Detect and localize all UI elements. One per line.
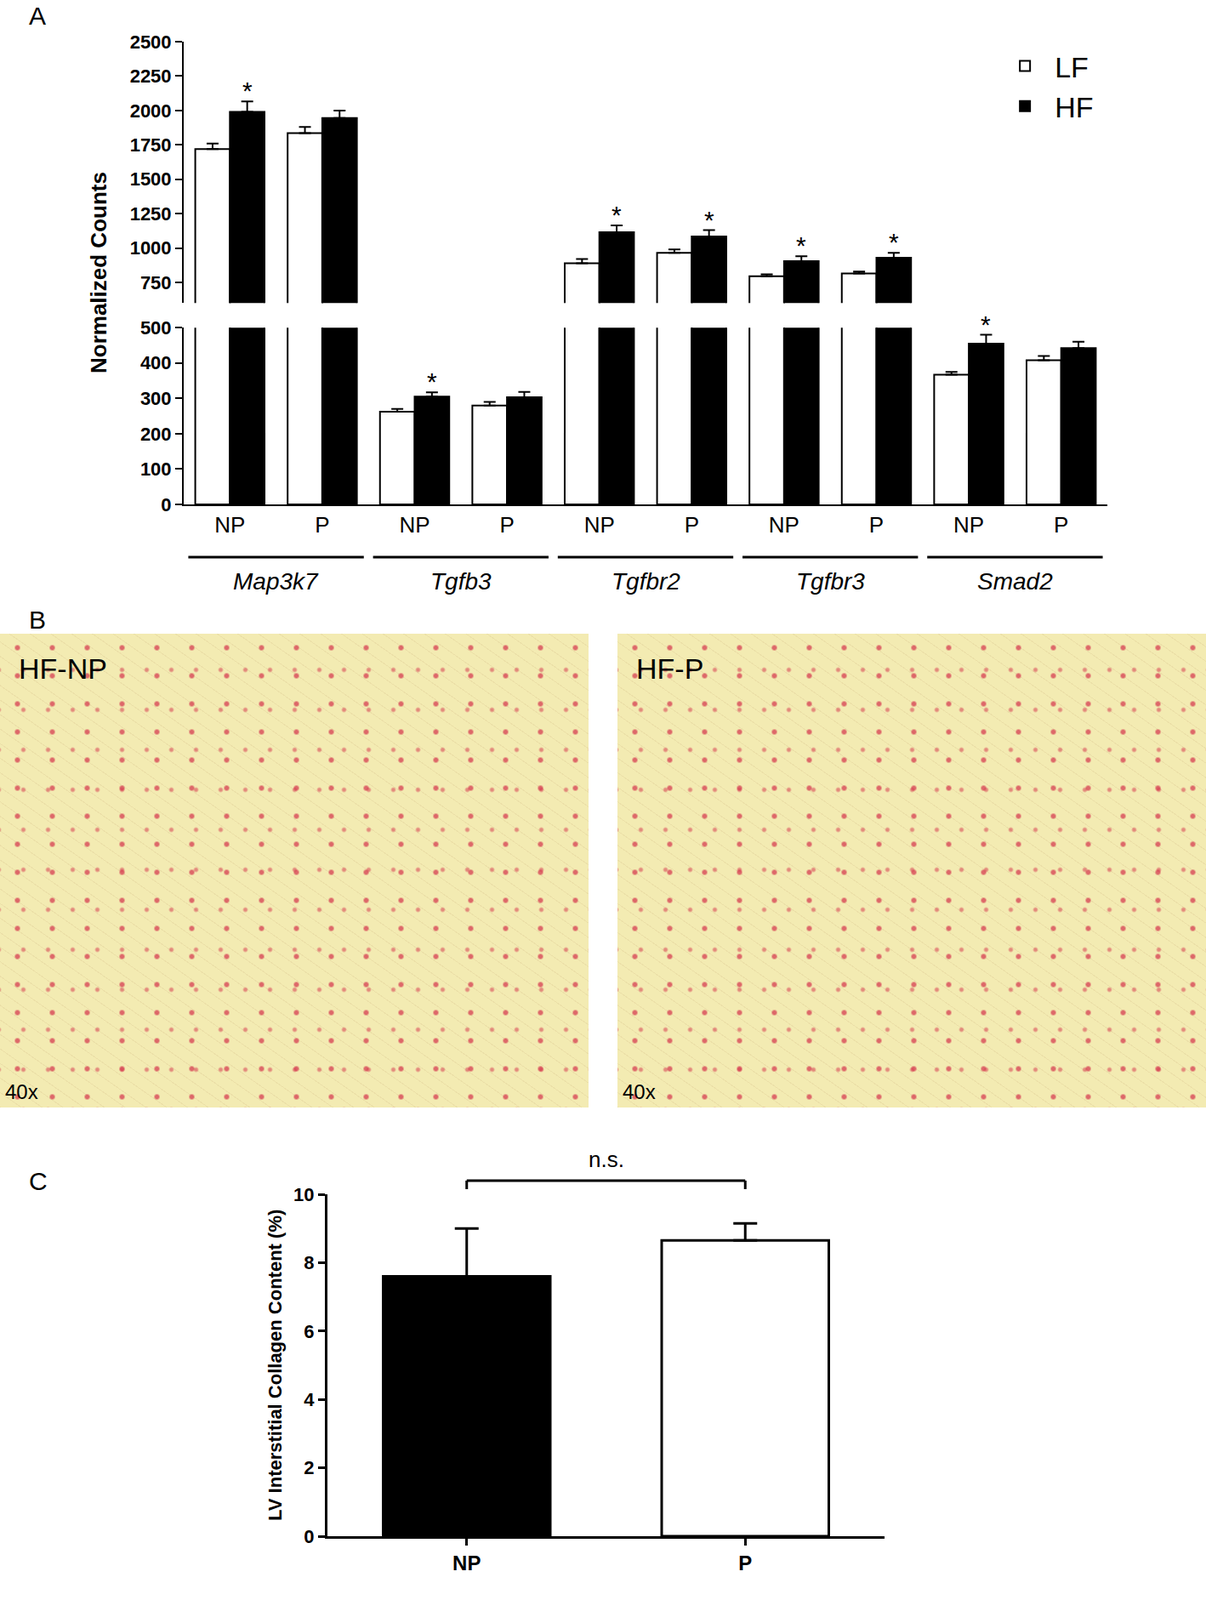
svg-text:Tgfb3: Tgfb3	[430, 568, 492, 595]
svg-text:4: 4	[303, 1388, 315, 1411]
svg-text:Smad2: Smad2	[977, 568, 1053, 595]
svg-text:NP: NP	[452, 1551, 481, 1575]
svg-text:P: P	[1053, 511, 1069, 538]
svg-text:n.s.: n.s.	[588, 1146, 625, 1172]
svg-text:Tgfbr3: Tgfbr3	[796, 568, 865, 595]
svg-text:*: *	[704, 205, 715, 234]
svg-text:*: *	[980, 310, 991, 339]
svg-text:Map3k7: Map3k7	[233, 568, 319, 595]
svg-text:500: 500	[140, 317, 172, 339]
svg-text:*: *	[426, 367, 438, 396]
svg-text:Tgfbr2: Tgfbr2	[611, 568, 681, 595]
svg-text:6: 6	[303, 1320, 314, 1343]
svg-text:1000: 1000	[130, 237, 172, 259]
html-text:HF-P: HF-P	[636, 652, 704, 685]
html-text:A: A	[28, 1, 46, 30]
svg-text:300: 300	[140, 387, 172, 410]
svg-text:0: 0	[160, 494, 171, 516]
svg-text:*: *	[888, 227, 899, 256]
svg-text:*: *	[611, 200, 622, 229]
svg-text:Normalized Counts: Normalized Counts	[85, 171, 112, 374]
svg-text:P: P	[869, 511, 884, 538]
svg-text:LV Interstitial Collagen Conte: LV Interstitial Collagen Content (%)	[264, 1209, 286, 1521]
svg-text:100: 100	[140, 458, 172, 480]
svg-text:400: 400	[140, 352, 172, 374]
svg-text:NP: NP	[214, 511, 245, 538]
svg-text:P: P	[738, 1551, 752, 1575]
svg-text:*: *	[242, 76, 253, 105]
html-text:40x: 40x	[5, 1080, 39, 1104]
svg-text:LF: LF	[1054, 51, 1089, 84]
svg-text:P: P	[684, 511, 700, 538]
svg-text:10: 10	[293, 1183, 314, 1206]
svg-text:2000: 2000	[130, 100, 172, 122]
svg-text:1500: 1500	[130, 168, 172, 190]
svg-text:HF: HF	[1054, 91, 1093, 124]
svg-text:1250: 1250	[130, 203, 172, 225]
svg-text:P: P	[314, 511, 330, 538]
svg-text:0: 0	[303, 1525, 314, 1548]
html-text:HF-NP: HF-NP	[18, 652, 108, 685]
svg-text:750: 750	[140, 272, 172, 294]
svg-text:1750: 1750	[130, 134, 172, 156]
svg-text:NP: NP	[953, 511, 985, 538]
html-text:40x: 40x	[622, 1080, 656, 1104]
svg-text:200: 200	[140, 423, 172, 445]
html-text:B: B	[28, 605, 46, 634]
svg-text:8: 8	[303, 1251, 314, 1274]
svg-text:NP: NP	[584, 511, 615, 538]
svg-text:2250: 2250	[130, 65, 172, 87]
svg-text:P: P	[499, 511, 514, 538]
svg-text:NP: NP	[768, 511, 800, 538]
html-text:C: C	[28, 1166, 48, 1195]
svg-text:2500: 2500	[130, 31, 172, 53]
svg-text:NP: NP	[398, 511, 430, 538]
svg-text:*: *	[796, 231, 807, 260]
svg-text:2: 2	[303, 1456, 314, 1479]
